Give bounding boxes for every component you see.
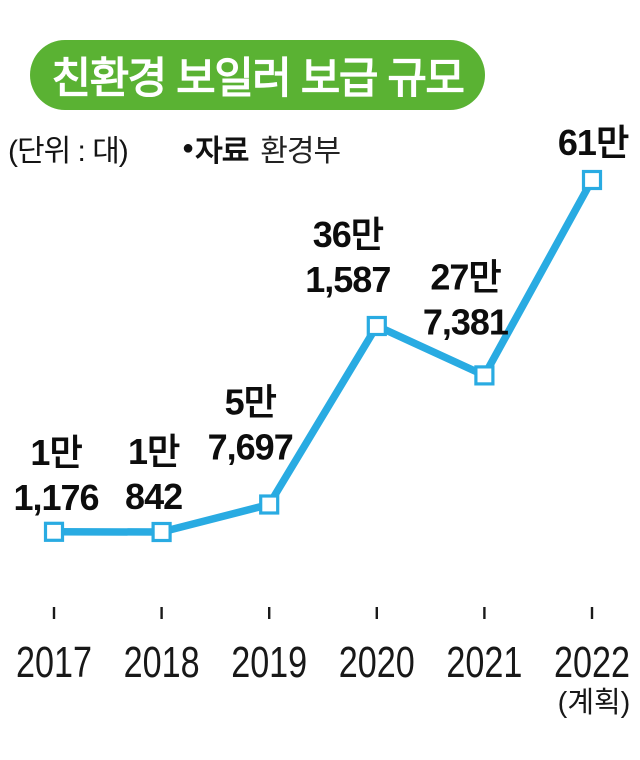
x-axis-tick <box>590 607 594 619</box>
data-point-marker <box>259 494 280 515</box>
data-point-label: 27만 7,381 <box>423 256 509 342</box>
page-title: 친환경 보일러 보급 규모 <box>51 55 465 103</box>
data-point-marker <box>43 521 65 542</box>
x-axis-tick <box>160 607 163 619</box>
data-point-label: 1만 842 <box>125 431 182 517</box>
title-badge: 친환경 보일러 보급 규모 <box>30 40 485 110</box>
source-label: 자료 <box>195 135 249 168</box>
x-axis-label: 2018 <box>124 638 200 687</box>
x-axis-tick <box>483 607 486 619</box>
x-axis-note: (계획) <box>558 686 631 719</box>
x-axis-label: 2020 <box>339 638 415 687</box>
chart-line <box>53 178 596 536</box>
x-axis-tick <box>52 607 56 619</box>
data-point-label: 5만 7,697 <box>208 382 293 468</box>
data-point-marker <box>151 521 172 543</box>
data-point-marker <box>474 365 495 386</box>
data-point-label: 1만 1,176 <box>13 432 98 518</box>
x-axis-tick <box>375 607 378 619</box>
unit-label: (단위 : 대) <box>8 135 129 168</box>
x-axis-label: 2021 <box>446 638 522 687</box>
data-point-marker <box>366 315 387 337</box>
data-point-label: 36만 1,587 <box>305 214 390 300</box>
source-row: ● 자료 환경부 <box>182 126 341 170</box>
bullet-icon: ● <box>182 137 195 159</box>
x-axis-label: 2022 <box>554 638 630 687</box>
x-axis-label: 2019 <box>231 638 307 687</box>
data-point-label: 61만 <box>558 122 629 163</box>
data-point-marker <box>581 169 603 191</box>
x-axis-tick <box>268 607 271 619</box>
source-value: 환경부 <box>260 135 341 168</box>
x-axis-label: 2017 <box>16 638 92 687</box>
